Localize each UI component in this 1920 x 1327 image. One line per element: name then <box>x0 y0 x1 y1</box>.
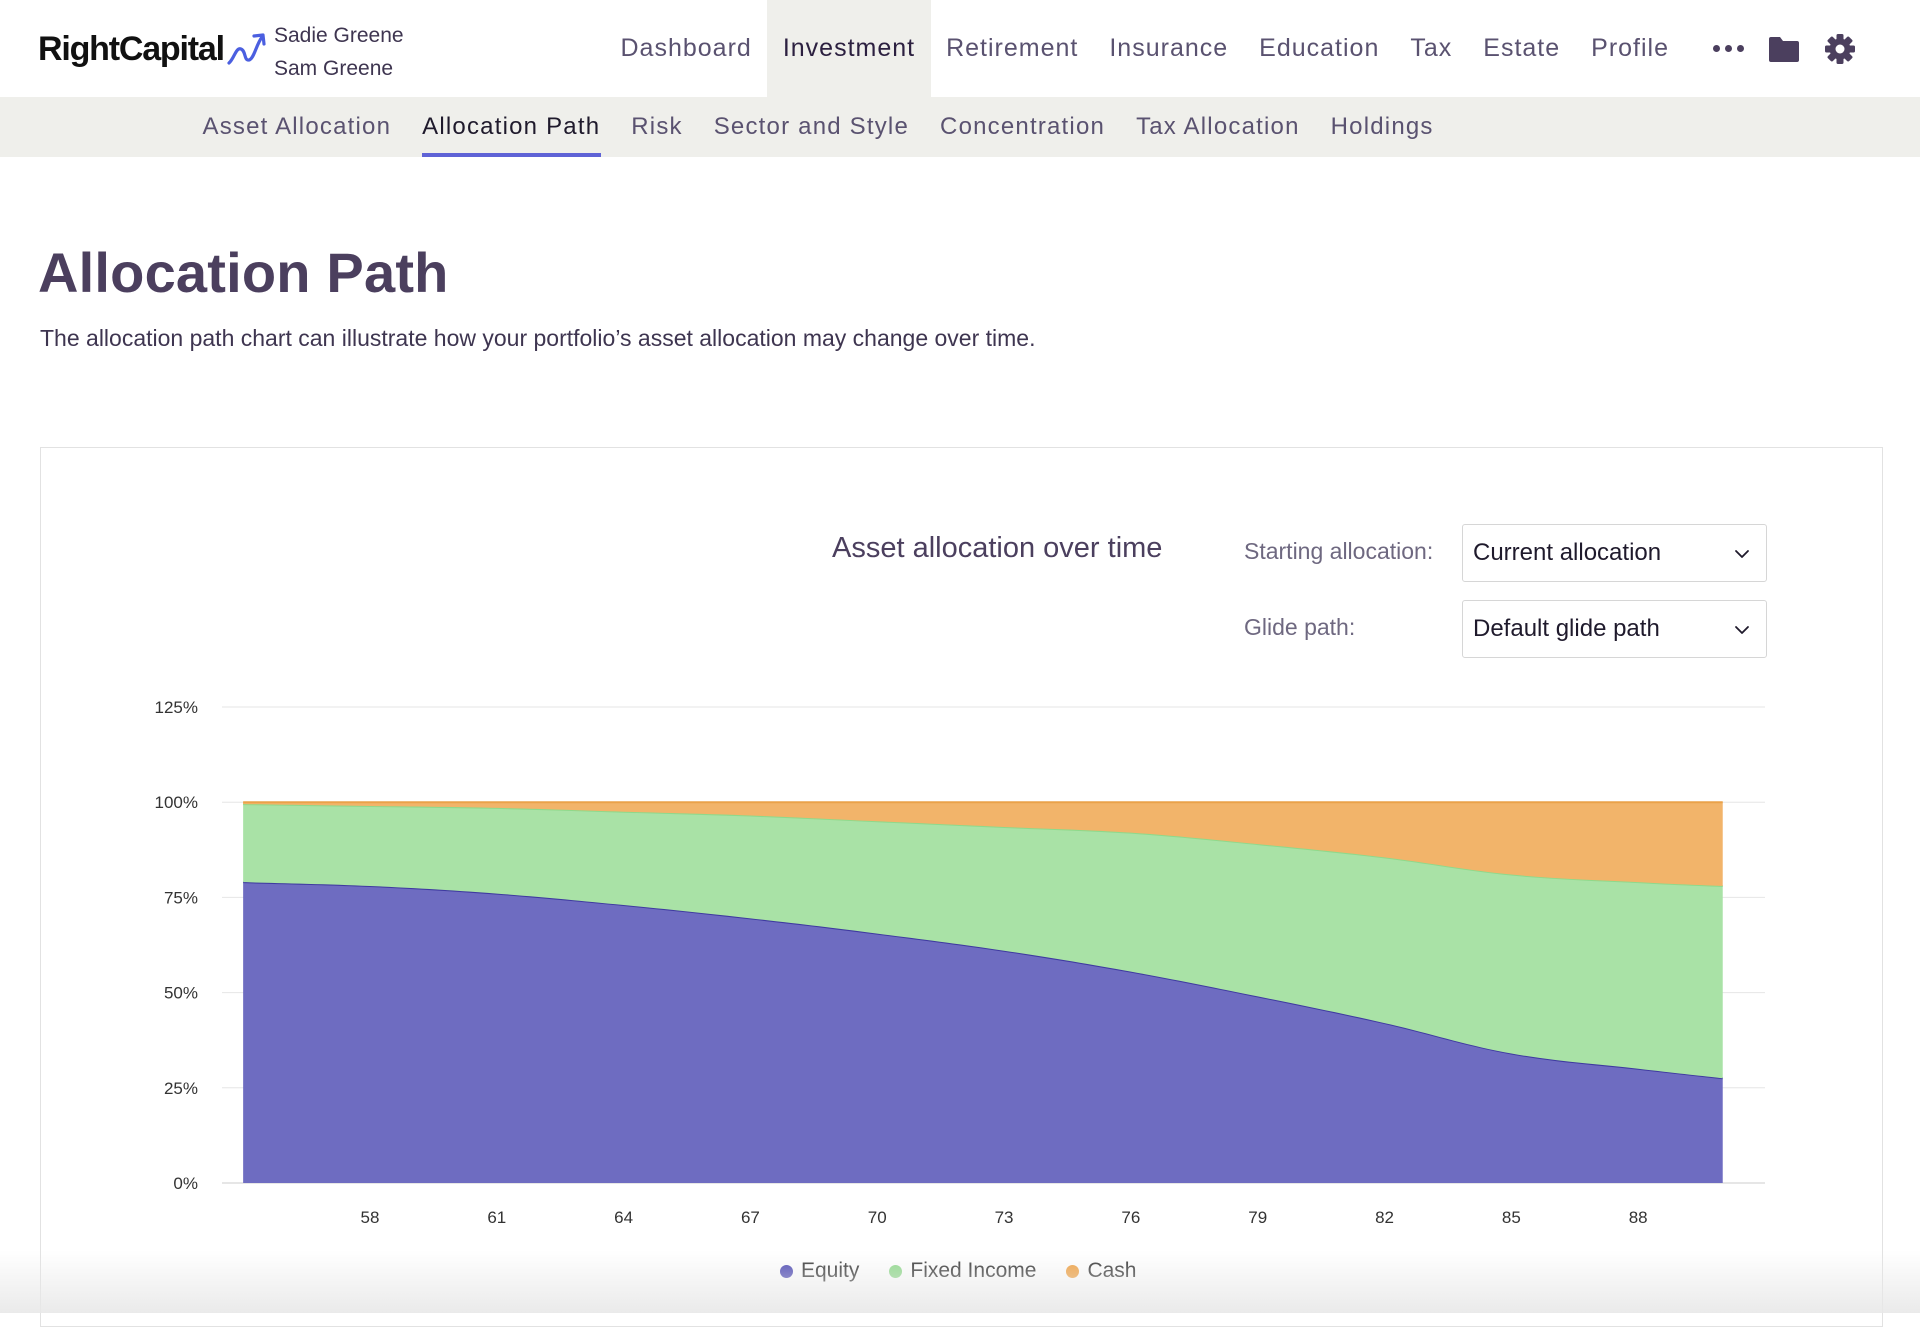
y-tick-label: 100% <box>155 793 198 812</box>
page-description: The allocation path chart can illustrate… <box>40 325 1036 351</box>
gear-icon[interactable] <box>1812 0 1868 97</box>
x-tick-label: 58 <box>360 1208 379 1227</box>
chevron-down-icon <box>1735 550 1749 558</box>
chevron-down-icon <box>1735 626 1749 634</box>
x-tick-label: 64 <box>614 1208 633 1227</box>
nav-dashboard[interactable]: Dashboard <box>620 34 752 62</box>
subnav-sector-and-style[interactable]: Sector and Style <box>713 113 910 140</box>
page-title: Allocation Path <box>38 241 449 304</box>
subnav-holdings[interactable]: Holdings <box>1330 113 1434 140</box>
glide-path-select[interactable]: Default glide path <box>1462 600 1767 658</box>
sub-nav-bar: Asset Allocation Allocation Path Risk Se… <box>0 97 1920 157</box>
y-tick-label: 75% <box>164 888 198 907</box>
chart-title: Asset allocation over time <box>832 532 1163 564</box>
logo-arrow-icon <box>227 33 266 65</box>
nav-estate[interactable]: Estate <box>1483 34 1561 62</box>
subnav-concentration[interactable]: Concentration <box>940 113 1106 140</box>
area-cash[interactable] <box>243 802 1723 886</box>
chart-areas <box>243 801 1723 1183</box>
y-tick-label: 25% <box>164 1079 198 1098</box>
area-equity[interactable] <box>243 882 1723 1183</box>
legend-item-fixed-income[interactable]: Fixed Income <box>889 1259 1036 1283</box>
nav-retirement[interactable]: Retirement <box>946 34 1079 62</box>
legend-label-cash: Cash <box>1087 1259 1137 1282</box>
folder-icon[interactable] <box>1756 0 1812 97</box>
chart-x-ticks: 58 61 64 67 70 73 76 79 82 85 88 <box>360 1208 1647 1227</box>
nav-education[interactable]: Education <box>1259 34 1380 62</box>
chart-y-ticks: 0% 25% 50% 75% 100% 125% <box>155 698 198 1193</box>
client-secondary-name: Sam Greene <box>274 57 394 80</box>
logo-text: RightCapital <box>38 29 225 68</box>
legend-label-equity: Equity <box>801 1259 860 1282</box>
nav-insurance[interactable]: Insurance <box>1109 34 1229 62</box>
x-tick-label: 76 <box>1121 1208 1140 1227</box>
x-tick-label: 61 <box>487 1208 506 1227</box>
chart-legend: Equity Fixed Income Cash <box>780 1259 1136 1283</box>
area-fixed-income[interactable] <box>243 804 1723 1079</box>
starting-allocation-value: Current allocation <box>1473 539 1662 566</box>
x-tick-label: 88 <box>1629 1208 1648 1227</box>
x-tick-label: 85 <box>1502 1208 1521 1227</box>
legend-item-equity[interactable]: Equity <box>780 1259 859 1283</box>
rightcapital-logo[interactable]: RightCapital <box>38 27 268 71</box>
x-tick-label: 79 <box>1248 1208 1267 1227</box>
y-tick-label: 0% <box>173 1174 198 1193</box>
subnav-risk[interactable]: Risk <box>631 113 683 140</box>
client-primary-name: Sadie Greene <box>274 24 404 47</box>
sub-nav: Asset Allocation Allocation Path Risk Se… <box>187 97 1449 157</box>
x-tick-label: 70 <box>868 1208 887 1227</box>
header-icons <box>1700 0 1868 97</box>
legend-swatch-cash <box>1066 1264 1080 1278</box>
legend-swatch-fixed-income <box>889 1264 903 1278</box>
top-header: RightCapital Sadie Greene Sam Greene Das… <box>0 0 1920 97</box>
y-tick-label: 125% <box>155 698 198 717</box>
x-tick-label: 82 <box>1375 1208 1394 1227</box>
starting-allocation-select[interactable]: Current allocation <box>1462 524 1767 582</box>
starting-allocation-label: Starting allocation: <box>1244 538 1434 564</box>
nav-profile[interactable]: Profile <box>1591 34 1670 62</box>
subnav-asset-allocation[interactable]: Asset Allocation <box>202 113 392 140</box>
subnav-tax-allocation[interactable]: Tax Allocation <box>1136 113 1300 140</box>
glide-path-label: Glide path: <box>1244 614 1356 640</box>
x-tick-label: 67 <box>741 1208 760 1227</box>
nav-tax[interactable]: Tax <box>1410 34 1453 62</box>
glide-path-value: Default glide path <box>1473 615 1660 642</box>
legend-item-cash[interactable]: Cash <box>1066 1259 1136 1283</box>
main-nav: Dashboard Investment Retirement Insuranc… <box>605 0 1685 97</box>
nav-investment[interactable]: Investment <box>767 0 931 97</box>
client-names[interactable]: Sadie Greene Sam Greene <box>274 19 404 85</box>
x-tick-label: 73 <box>995 1208 1014 1227</box>
legend-label-fixed-income: Fixed Income <box>910 1259 1037 1282</box>
more-icon[interactable] <box>1700 0 1756 97</box>
subnav-allocation-path[interactable]: Allocation Path <box>407 97 616 157</box>
y-tick-label: 50% <box>164 984 198 1003</box>
legend-swatch-equity <box>780 1264 793 1278</box>
